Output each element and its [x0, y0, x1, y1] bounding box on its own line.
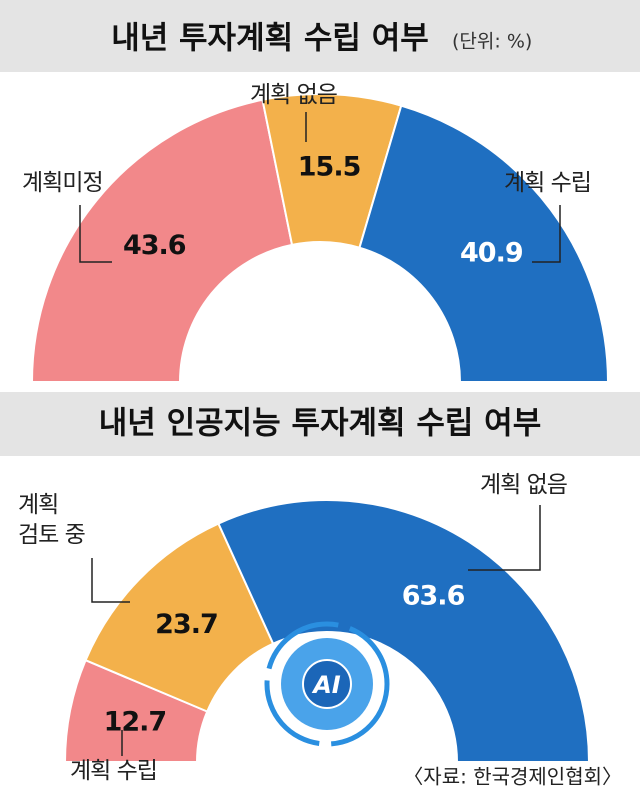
- ai-icon: AI: [264, 621, 390, 747]
- chart-title: 내년 인공지능 투자계획 수립 여부: [99, 406, 541, 442]
- unit-label: (단위: %): [452, 31, 532, 53]
- leader-line: [532, 205, 561, 263]
- chart-title: 내년 투자계획 수립 여부: [111, 21, 429, 57]
- category-label: 계획 수립: [70, 758, 158, 784]
- category-label: 계획 검토 중: [18, 492, 86, 548]
- icon-core: [302, 659, 352, 709]
- value-label: 15.5: [298, 152, 361, 183]
- value-label: 40.9: [460, 237, 523, 268]
- value-label: 23.7: [155, 609, 218, 640]
- segment: [358, 104, 610, 383]
- segment: [217, 499, 591, 763]
- value-label: 12.7: [104, 707, 167, 738]
- category-label: 계획 수립: [504, 170, 592, 196]
- source: 〈자료: 한국경제인협회〉: [403, 765, 622, 789]
- plot: 43.6 15.5 40.9 12.7 23.7 63.6: [30, 93, 610, 763]
- category-label: 계획 없음: [480, 472, 568, 498]
- leader-line: [91, 558, 130, 603]
- icon-text: AI: [311, 671, 341, 699]
- leader-line: [79, 205, 112, 263]
- value-label: 43.6: [123, 230, 186, 261]
- category-label: 계획미정: [22, 170, 104, 196]
- title-band: [0, 0, 640, 72]
- value-label: 63.6: [402, 581, 465, 612]
- title-band: [0, 392, 640, 456]
- leader-line: [468, 505, 541, 571]
- category-label: 계획 없음: [250, 82, 338, 108]
- segment: [30, 98, 294, 383]
- icon-ring: [264, 621, 390, 747]
